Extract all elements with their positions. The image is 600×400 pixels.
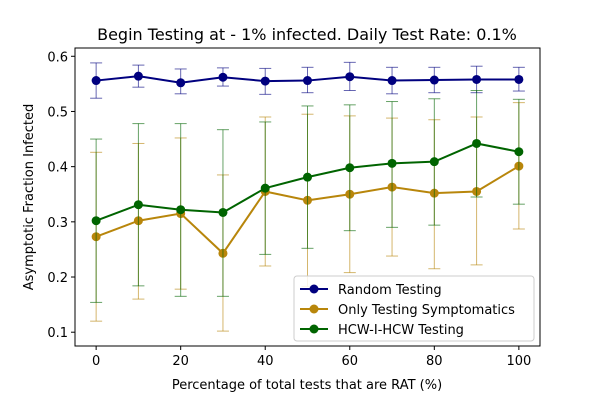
y-tick-label: 0.1 bbox=[47, 326, 68, 341]
legend-label: HCW-I-HCW Testing bbox=[338, 323, 464, 338]
data-point bbox=[429, 157, 439, 167]
data-point bbox=[303, 172, 312, 182]
legend-entry: Random Testing bbox=[300, 283, 442, 298]
y-tick-label: 0.3 bbox=[47, 216, 68, 231]
data-point bbox=[303, 76, 312, 86]
legend-entry: HCW-I-HCW Testing bbox=[300, 323, 464, 338]
axis-ticks: 0 20 40 60 80 100 0.1 0.2 0.3 0.4 0.5 0.6 bbox=[47, 50, 531, 369]
data-point bbox=[91, 216, 101, 226]
x-tick-label: 100 bbox=[506, 354, 531, 369]
data-point bbox=[472, 74, 482, 84]
data-point bbox=[514, 74, 524, 84]
data-point bbox=[514, 147, 524, 157]
x-tick-label: 20 bbox=[172, 354, 189, 369]
legend-box bbox=[293, 275, 535, 342]
data-point bbox=[133, 200, 143, 210]
data-point bbox=[345, 72, 355, 82]
data-point bbox=[176, 78, 186, 88]
x-tick-label: 60 bbox=[341, 354, 358, 369]
data-point bbox=[472, 138, 482, 148]
y-axis-label: Asymptotic Fraction Infected bbox=[22, 104, 37, 290]
legend: Random Testing Only Testing Symptomatics H… bbox=[293, 275, 535, 342]
chart-title: Begin Testing at - 1% infected. Daily Te… bbox=[97, 25, 517, 44]
data-point bbox=[218, 72, 228, 82]
plot-area bbox=[90, 61, 525, 332]
data-point bbox=[387, 158, 397, 168]
data-point bbox=[176, 205, 186, 215]
legend-entry: Only Testing Symptomatics bbox=[300, 303, 515, 318]
y-tick-label: 0.2 bbox=[47, 271, 68, 286]
x-axis-label: Percentage of total tests that are RAT (… bbox=[172, 378, 442, 393]
axes-frame bbox=[74, 47, 541, 347]
y-tick-label: 0.6 bbox=[47, 50, 68, 65]
x-tick-label: 0 bbox=[92, 354, 100, 369]
data-point bbox=[345, 163, 355, 173]
data-point bbox=[218, 207, 228, 217]
series-2 bbox=[90, 89, 525, 303]
legend-label: Random Testing bbox=[338, 283, 442, 298]
data-point bbox=[260, 183, 270, 193]
data-point bbox=[91, 76, 101, 86]
y-tick-label: 0.4 bbox=[47, 161, 68, 176]
legend-label: Only Testing Symptomatics bbox=[338, 303, 515, 318]
x-tick-label: 80 bbox=[426, 354, 443, 369]
series-0 bbox=[90, 61, 525, 99]
data-point bbox=[133, 71, 143, 81]
data-point bbox=[387, 76, 397, 86]
y-tick-label: 0.5 bbox=[47, 105, 68, 120]
x-tick-label: 40 bbox=[257, 354, 274, 369]
data-point bbox=[429, 75, 439, 85]
data-point bbox=[260, 76, 270, 86]
